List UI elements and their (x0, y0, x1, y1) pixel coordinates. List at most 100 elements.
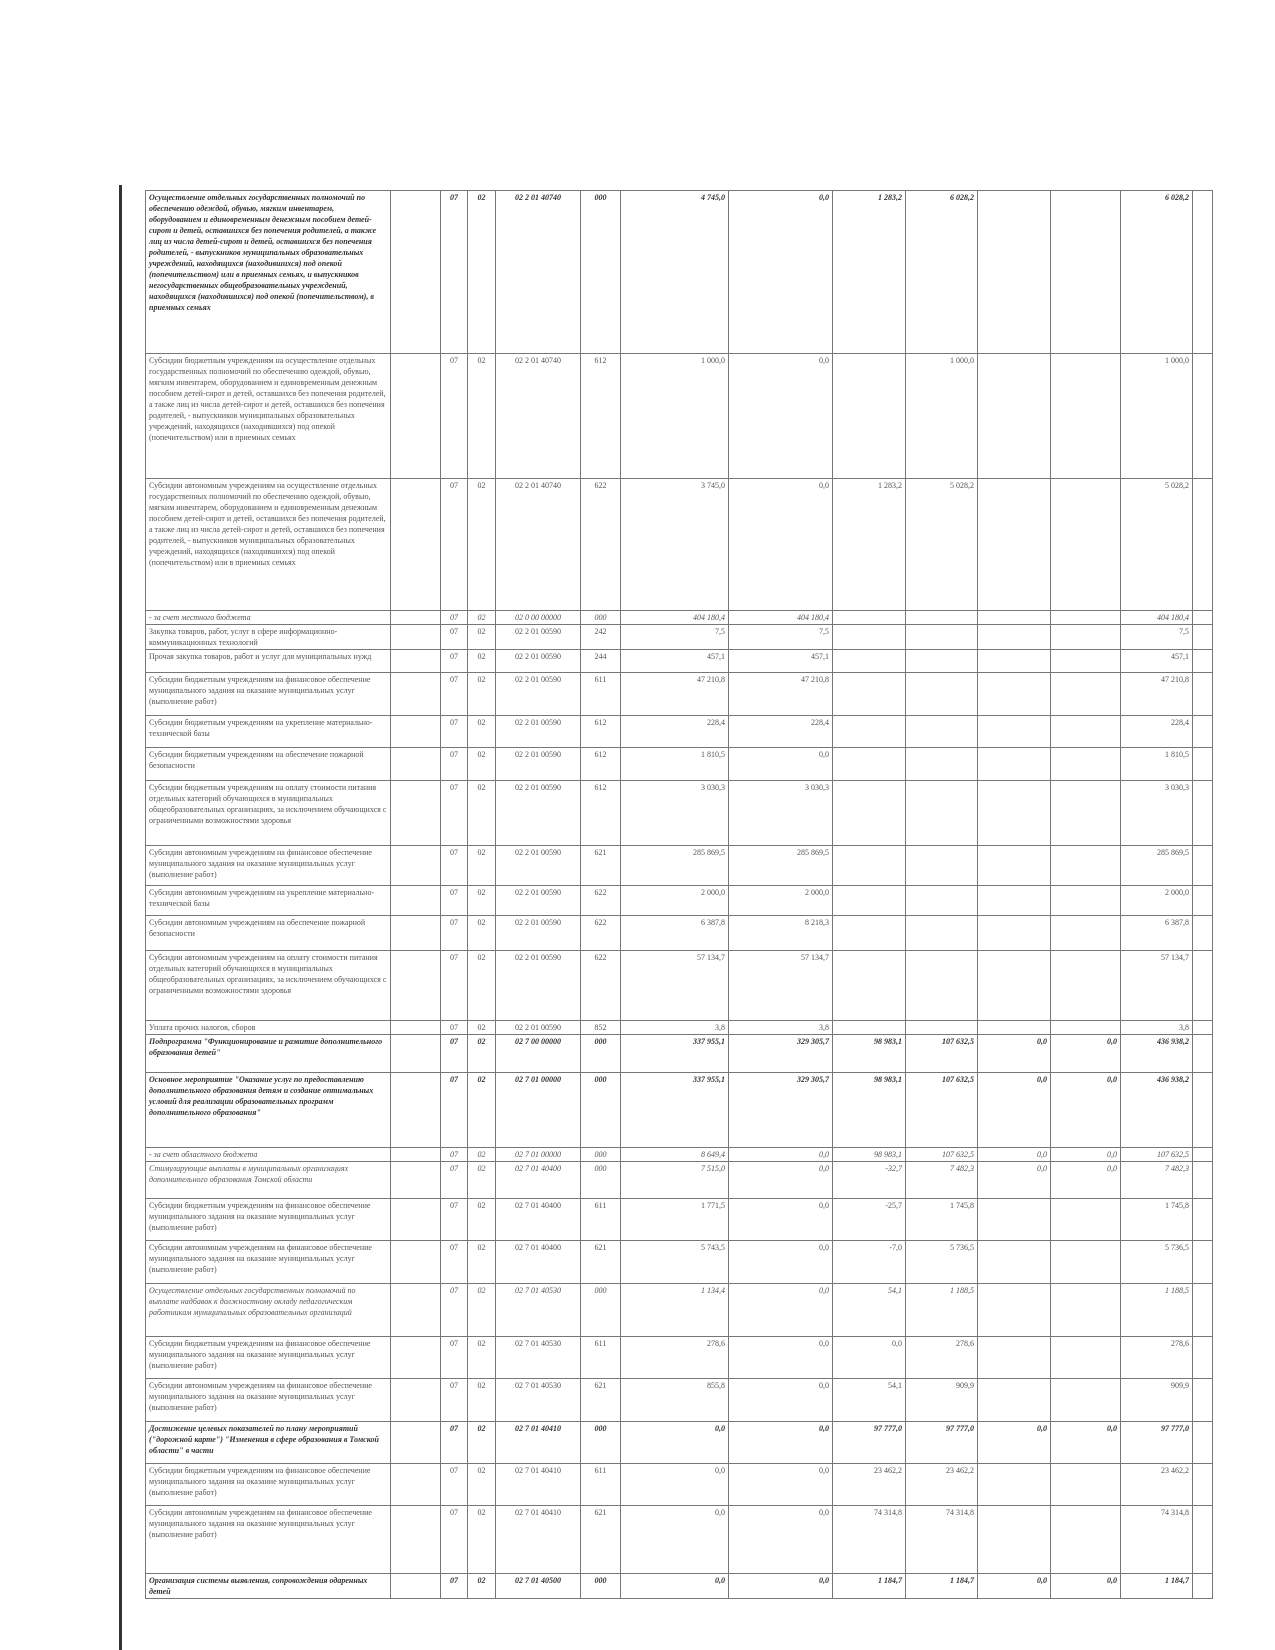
amount-cell (905, 780, 978, 846)
table-row: Субсидии бюджетным учреждениям на осущес… (145, 353, 1213, 479)
table-row: Субсидии бюджетным учреждениям на финанс… (145, 672, 1213, 716)
code-cell: 02 (467, 780, 496, 846)
amount-cell (905, 672, 978, 716)
description-cell: - за счет областного бюджета (145, 1147, 391, 1162)
code-cell: 07 (440, 1020, 468, 1035)
code-cell: 02 (467, 1240, 496, 1284)
description-cell: Субсидии автономным учреждениям на финан… (145, 845, 391, 886)
code-cell: 000 (580, 1283, 621, 1337)
amount-cell: 0,0 (620, 1505, 729, 1574)
table-row: Субсидии бюджетным учреждениям на оплату… (145, 780, 1213, 846)
amount-cell: 54,1 (832, 1378, 906, 1422)
empty-cell (1192, 1505, 1213, 1574)
empty-cell (1192, 950, 1213, 1021)
table-row: Субсидии автономным учреждениям на финан… (145, 1505, 1213, 1574)
empty-cell (1192, 610, 1213, 625)
amount-cell: 7 482,3 (905, 1161, 978, 1199)
amount-cell: 404 180,4 (620, 610, 729, 625)
amount-cell: 98 983,1 (832, 1034, 906, 1073)
description-cell: Стимулирующие выплаты в муниципальных ор… (145, 1161, 391, 1199)
amount-cell: 3,8 (1120, 1020, 1193, 1035)
code-cell: 02 7 01 40410 (495, 1463, 581, 1506)
code-cell: 244 (580, 649, 621, 673)
amount-cell: 0,0 (832, 1336, 906, 1379)
table-row: Основное мероприятие "Оказание услуг по … (145, 1072, 1213, 1148)
amount-cell (1050, 672, 1121, 716)
amount-cell: 47 210,8 (620, 672, 729, 716)
table-row: - за счет областного бюджета 07 02 02 7 01 … (145, 1147, 1213, 1162)
amount-cell: 3 030,3 (728, 780, 833, 846)
amount-cell (977, 672, 1051, 716)
amount-cell (1050, 610, 1121, 625)
amount-cell: 1 184,7 (905, 1573, 978, 1599)
amount-cell: 0,0 (728, 1336, 833, 1379)
amount-cell (905, 950, 978, 1021)
empty-cell (1192, 624, 1213, 650)
amount-cell (832, 624, 906, 650)
empty-cell (390, 915, 441, 951)
description-cell: Осуществление отдельных государственных … (145, 1283, 391, 1337)
code-cell: 02 (467, 478, 496, 611)
amount-cell: 6 028,2 (905, 190, 978, 354)
code-cell: 02 (467, 190, 496, 354)
code-cell: 02 7 01 00000 (495, 1072, 581, 1148)
table-row: Субсидии автономным учреждениям на укреп… (145, 885, 1213, 916)
amount-cell (977, 885, 1051, 916)
table-row: Субсидии автономным учреждениям на обесп… (145, 915, 1213, 951)
code-cell: 07 (440, 1283, 468, 1337)
amount-cell: 278,6 (905, 1336, 978, 1379)
amount-cell: 909,9 (1120, 1378, 1193, 1422)
description-cell: Субсидии автономным учреждениям на укреп… (145, 885, 391, 916)
table-row: Субсидии автономным учреждениям на оплат… (145, 950, 1213, 1021)
code-cell: 611 (580, 1336, 621, 1379)
code-cell: 02 7 01 40400 (495, 1240, 581, 1284)
code-cell: 07 (440, 1072, 468, 1148)
amount-cell (977, 1283, 1051, 1337)
amount-cell (905, 885, 978, 916)
code-cell: 07 (440, 624, 468, 650)
amount-cell: 1 745,8 (905, 1198, 978, 1241)
amount-cell: 0,0 (977, 1034, 1051, 1073)
empty-cell (390, 1147, 441, 1162)
table-row: Прочая закупка товаров, работ и услуг дл… (145, 649, 1213, 673)
amount-cell (1050, 747, 1121, 781)
code-cell: 07 (440, 353, 468, 479)
code-cell: 622 (580, 950, 621, 1021)
code-cell: 02 (467, 1283, 496, 1337)
amount-cell: 0,0 (1050, 1161, 1121, 1199)
code-cell: 611 (580, 672, 621, 716)
amount-cell: 1 000,0 (905, 353, 978, 479)
code-cell: 02 2 01 00590 (495, 885, 581, 916)
table-row: Субсидии бюджетным учреждениям на финанс… (145, 1198, 1213, 1241)
amount-cell: 47 210,8 (1120, 672, 1193, 716)
amount-cell: 1 283,2 (832, 478, 906, 611)
amount-cell: 329 305,7 (728, 1072, 833, 1148)
amount-cell: 8 218,3 (728, 915, 833, 951)
code-cell: 07 (440, 672, 468, 716)
amount-cell: 0,0 (728, 1463, 833, 1506)
code-cell: 242 (580, 624, 621, 650)
amount-cell: 7 515,0 (620, 1161, 729, 1199)
code-cell: 02 (467, 1020, 496, 1035)
code-cell: 02 (467, 672, 496, 716)
amount-cell: 1 283,2 (832, 190, 906, 354)
code-cell: 07 (440, 1198, 468, 1241)
code-cell: 02 (467, 1463, 496, 1506)
amount-cell: 23 462,2 (832, 1463, 906, 1506)
amount-cell: 909,9 (905, 1378, 978, 1422)
amount-cell: 1 771,5 (620, 1198, 729, 1241)
amount-cell (977, 1240, 1051, 1284)
empty-cell (390, 672, 441, 716)
amount-cell (1050, 715, 1121, 748)
code-cell: 02 2 01 00590 (495, 1020, 581, 1035)
code-cell: 02 (467, 624, 496, 650)
amount-cell: 4 745,0 (620, 190, 729, 354)
amount-cell (905, 649, 978, 673)
table-row: Субсидии автономным учреждениям на осуще… (145, 478, 1213, 611)
amount-cell: 5 736,5 (905, 1240, 978, 1284)
empty-cell (1192, 1161, 1213, 1199)
amount-cell: 0,0 (728, 353, 833, 479)
code-cell: 622 (580, 885, 621, 916)
description-cell: Основное мероприятие "Оказание услуг по … (145, 1072, 391, 1148)
code-cell: 02 (467, 715, 496, 748)
